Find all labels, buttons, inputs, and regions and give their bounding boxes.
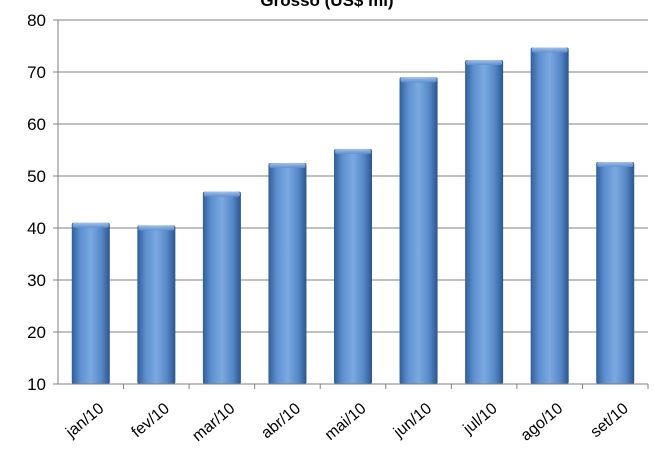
x-tick-label: ago/10 [518, 400, 566, 445]
bar [530, 47, 569, 385]
bar-highlight [597, 161, 634, 167]
bar-highlight [72, 222, 109, 228]
x-tick-label: jun/10 [390, 400, 435, 442]
chart-title: Grosso (US$ mi) [260, 0, 394, 10]
y-tick-label: 60 [27, 115, 46, 134]
y-tick-label: 50 [27, 167, 46, 186]
bar [137, 225, 176, 384]
bar-layer [71, 47, 635, 385]
y-tick-label: 10 [27, 375, 46, 394]
bar [71, 222, 110, 384]
x-tick-label: fev/10 [129, 400, 173, 441]
bar-highlight [269, 163, 306, 168]
bar [333, 148, 373, 384]
bar [202, 191, 241, 384]
y-tick-label: 20 [27, 323, 46, 342]
x-tick-label: mai/10 [322, 400, 370, 444]
x-tick-label: set/10 [587, 400, 631, 441]
y-tick-label: 80 [27, 11, 46, 30]
y-tick-label: 70 [27, 63, 46, 82]
bar [268, 163, 307, 384]
bar-highlight [334, 148, 372, 154]
bar-highlight [466, 60, 503, 66]
bar-highlight [203, 191, 240, 197]
y-tick-label: 30 [27, 271, 46, 290]
bar-highlight [531, 47, 568, 53]
y-tick-label: 40 [27, 219, 46, 238]
bar-highlight [400, 77, 437, 83]
bar [465, 60, 504, 384]
x-tick-label: jan/10 [62, 400, 107, 442]
bar [399, 77, 438, 384]
x-tick-label: mar/10 [189, 400, 238, 445]
bar-highlight [138, 225, 175, 231]
x-tick-label: jul/10 [460, 400, 501, 438]
x-tick-label: abr/10 [258, 400, 304, 442]
bar [596, 161, 635, 384]
